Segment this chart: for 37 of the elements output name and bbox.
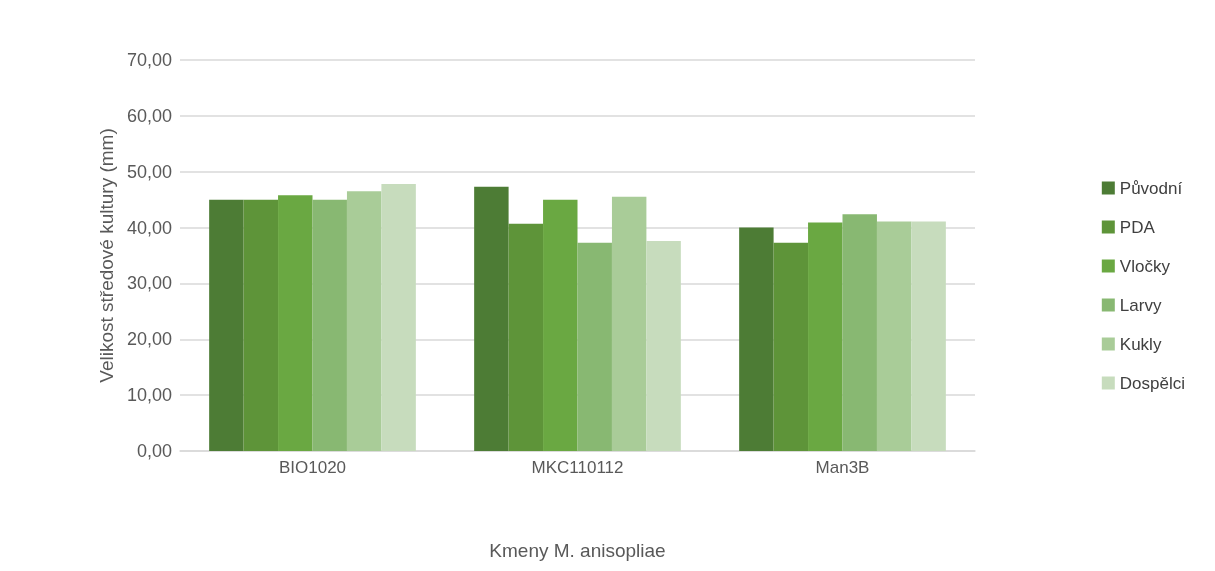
bar	[543, 199, 578, 451]
bar	[278, 195, 313, 451]
x-tick-label: Man3B	[815, 458, 870, 477]
bar	[243, 199, 279, 451]
y-tick-label: 0,00	[136, 441, 172, 461]
y-tick-label: 50,00	[126, 161, 172, 182]
bar	[577, 242, 612, 451]
legend-label: PDA	[1119, 217, 1156, 237]
x-tick-label: BIO1020	[278, 458, 347, 477]
bar	[611, 196, 647, 451]
legend-label: Původní	[1119, 178, 1183, 198]
bar	[508, 223, 544, 451]
legend-label: Dospělci	[1119, 373, 1186, 393]
bar	[808, 222, 843, 451]
y-tick-label: 10,00	[126, 385, 172, 406]
bar	[474, 186, 509, 451]
x-axis-title: Kmeny M. anisopliae	[489, 540, 666, 561]
bar	[209, 199, 244, 451]
y-tick-label: 40,00	[126, 217, 172, 238]
bar	[646, 240, 681, 451]
legend-label: Larvy	[1119, 295, 1162, 315]
bar	[312, 199, 347, 451]
y-tick-label: 30,00	[126, 273, 172, 294]
bar	[381, 184, 416, 451]
bar	[842, 214, 877, 451]
bar	[876, 221, 912, 451]
legend-label: Vločky	[1119, 256, 1171, 276]
y-axis-title: Velikost středové kultury (mm)	[96, 128, 118, 383]
y-tick-label: 20,00	[126, 329, 172, 350]
bar	[346, 191, 382, 451]
y-tick-label: 60,00	[126, 105, 172, 126]
bar	[773, 242, 809, 451]
bar	[739, 227, 774, 451]
legend-label: Kukly	[1119, 334, 1162, 354]
x-tick-label: MKC110112	[531, 458, 624, 477]
y-tick-label: 70,00	[126, 50, 172, 70]
bar	[911, 221, 946, 451]
